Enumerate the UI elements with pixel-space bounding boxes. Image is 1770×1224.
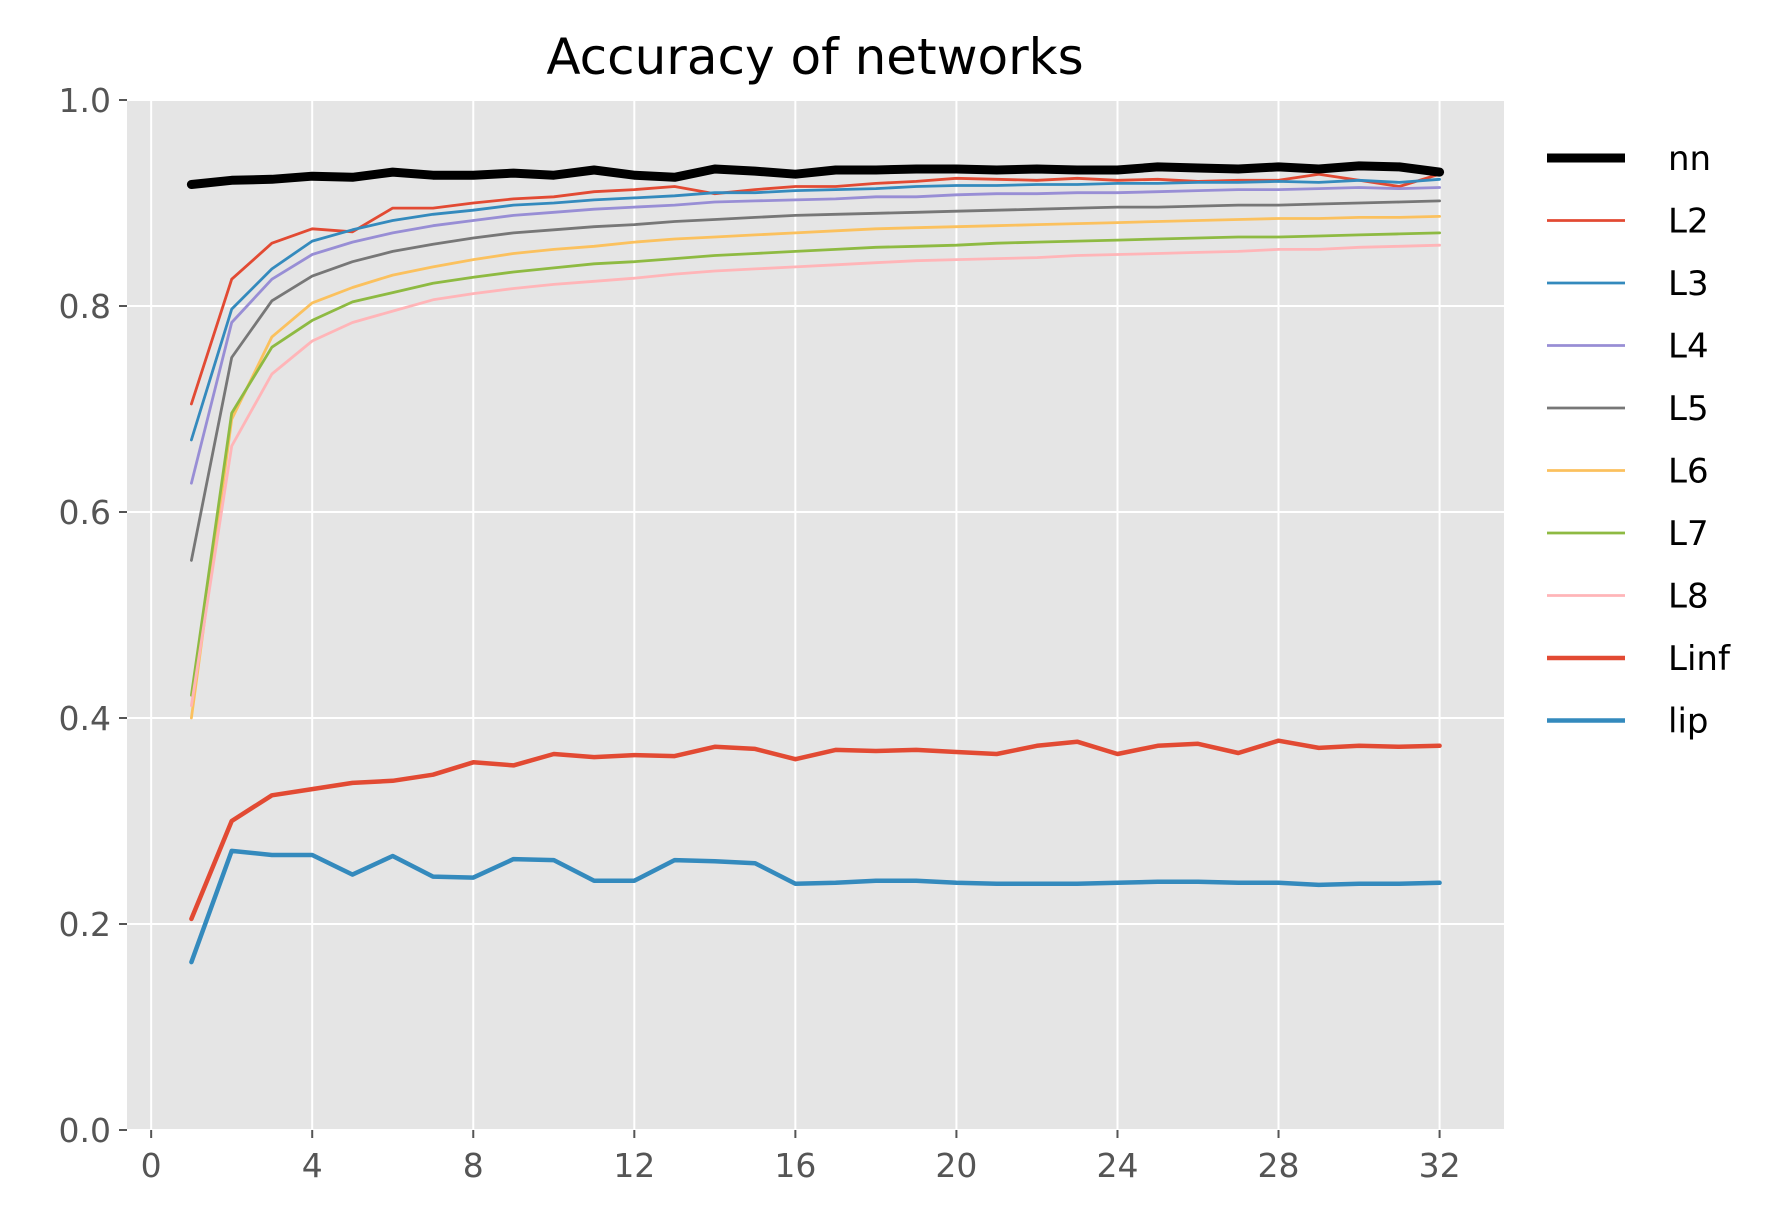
x-tick-label: 24 (1096, 1146, 1138, 1185)
legend-label-l7: L7 (1668, 514, 1709, 554)
y-tick-label: 0.6 (59, 493, 111, 532)
x-tick-label: 4 (302, 1146, 323, 1185)
series-line-lip (189, 848, 1442, 965)
x-tick-label: 32 (1419, 1146, 1461, 1185)
series-line-l7 (189, 231, 1441, 697)
x-tick-label: 8 (463, 1146, 484, 1185)
legend-label-l4: L4 (1668, 327, 1709, 367)
legend-label-l2: L2 (1668, 202, 1709, 242)
legend-label-lip: lip (1668, 702, 1708, 742)
series-layer (186, 161, 1445, 965)
x-tick-label: 16 (774, 1146, 816, 1185)
x-tick-label: 28 (1258, 1146, 1300, 1185)
y-tick-label: 0.8 (59, 287, 111, 326)
legend-label-l3: L3 (1668, 264, 1709, 304)
series-line-l3 (189, 177, 1441, 442)
series-line-l5 (189, 199, 1441, 562)
x-tick-label: 20 (935, 1146, 977, 1185)
x-tick-label: 0 (141, 1146, 162, 1185)
series-line-l2 (189, 172, 1441, 406)
series-line-nn (186, 161, 1445, 189)
y-tick-label: 0.2 (59, 905, 111, 944)
legend-label-linf: Linf (1668, 639, 1731, 679)
axis-ticks: 0 4 8 12 16 20 24 28 32 0.0 0.2 0.4 0.6 0.8 1.0 (59, 81, 1461, 1185)
y-tick-label: 1.0 (59, 81, 111, 120)
series-line-l4 (189, 186, 1441, 485)
y-tick-label: 0.4 (59, 699, 111, 738)
series-line-l8 (189, 243, 1441, 707)
chart-title: Accuracy of networks (546, 28, 1083, 86)
legend-label-l8: L8 (1668, 577, 1709, 617)
x-tick-label: 12 (613, 1146, 655, 1185)
legend-label-l6: L6 (1668, 452, 1709, 492)
legend-label-nn: nn (1668, 139, 1711, 179)
legend: nn L2 L3 L4 L5 L6 L7 L8 Linf lip (1547, 139, 1731, 742)
plot-background (127, 100, 1504, 1130)
legend-label-l5: L5 (1668, 389, 1709, 429)
grid (127, 99, 1504, 1131)
y-tick-label: 0.0 (59, 1111, 111, 1150)
series-line-linf (189, 738, 1442, 922)
series-line-l6 (189, 214, 1441, 720)
